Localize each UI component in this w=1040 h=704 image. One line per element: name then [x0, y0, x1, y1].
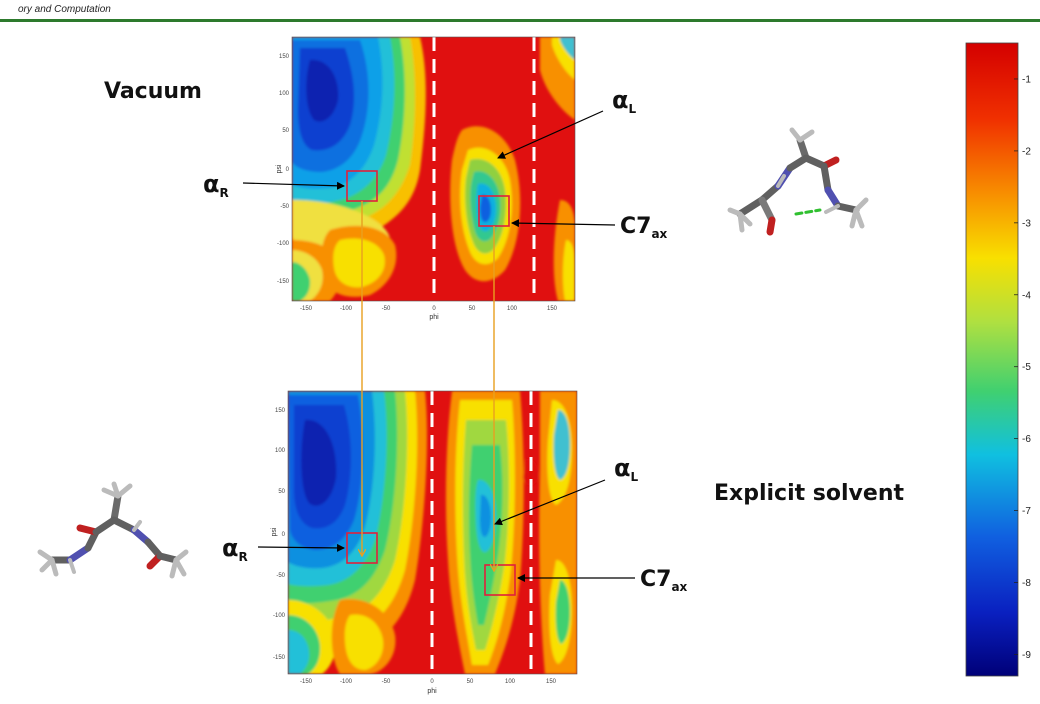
explicit-solvent-label: Explicit solvent — [714, 481, 904, 506]
colorbar-tick-label: -6 — [1022, 434, 1031, 445]
bottom-xtick-0: 0 — [430, 679, 434, 685]
bottom-x-ticks: -150 -100 -50 0 50 100 150 — [300, 679, 557, 685]
bottom-alphaR-label: αR — [222, 534, 248, 564]
bottom-heatmap — [288, 391, 577, 674]
bottom-xtick-neg50: -50 — [382, 679, 391, 685]
molecule-alphaR — [37, 481, 189, 579]
bottom-xlabel: phi — [427, 688, 437, 695]
bottom-ytick-neg100: -100 — [273, 613, 286, 619]
bottom-xtick-neg100: -100 — [340, 679, 353, 685]
bottom-c7ax-label: C7ax — [640, 567, 688, 594]
top-ytick-neg150: -150 — [277, 279, 290, 285]
top-xtick-100: 100 — [507, 306, 518, 312]
header-rule — [0, 19, 1040, 22]
colorbar-tick-label: -3 — [1022, 218, 1031, 229]
colorbar-ticks: -1 -2 -3 -4 -5 -6 -7 -8 -9 — [1014, 74, 1031, 661]
top-xtick-neg100: -100 — [340, 306, 353, 312]
top-x-ticks: -150 -100 -50 0 50 100 150 — [300, 306, 558, 312]
top-ylabel: psi — [276, 164, 283, 173]
top-ytick-neg100: -100 — [277, 241, 290, 247]
bottom-y-ticks: 150 100 50 0 -50 -100 -150 — [273, 408, 286, 661]
bottom-alphaL-arrow — [494, 479, 606, 526]
colorbar-tick-label: -8 — [1022, 578, 1031, 589]
bottom-ytick-neg150: -150 — [273, 655, 286, 661]
bottom-alphaL-label: αL — [614, 454, 639, 484]
top-heatmap — [292, 37, 575, 301]
bottom-ytick-neg50: -50 — [276, 573, 285, 579]
bottom-ylabel: psi — [271, 527, 278, 536]
bottom-xtick-100: 100 — [505, 679, 516, 685]
top-c7ax-label: C7ax — [620, 214, 668, 241]
top-xlabel: phi — [429, 314, 439, 321]
colorbar-gradient — [966, 43, 1018, 676]
bottom-alphaR-arrow — [257, 543, 345, 552]
bottom-xtick-150: 150 — [546, 679, 557, 685]
top-alphaR-arrow — [242, 181, 345, 190]
top-xtick-50: 50 — [469, 306, 476, 312]
top-alphaL-arrow — [497, 110, 604, 159]
colorbar-tick-label: -4 — [1022, 290, 1031, 301]
molecule-c7ax — [727, 127, 869, 236]
top-plot-frame — [291, 36, 576, 302]
bottom-xtick-50: 50 — [467, 679, 474, 685]
top-xtick-150: 150 — [547, 306, 558, 312]
vacuum-label: Vacuum — [104, 79, 202, 104]
bottom-xtick-neg150: -150 — [300, 679, 313, 685]
colorbar-tick-label: -7 — [1022, 506, 1031, 517]
bottom-ytick-50: 50 — [278, 489, 285, 495]
colorbar-tick-label: -2 — [1022, 146, 1031, 157]
bottom-c7ax-box — [484, 564, 516, 596]
top-alphaL-label: αL — [612, 86, 637, 116]
top-ytick-0: 0 — [286, 167, 290, 173]
colorbar: -1 -2 -3 -4 -5 -6 -7 -8 -9 — [965, 42, 1031, 677]
header-bar — [0, 0, 1040, 20]
top-ytick-neg50: -50 — [280, 204, 289, 210]
bottom-ytick-0: 0 — [282, 532, 286, 538]
header-text: ory and Computation — [18, 4, 111, 15]
top-alphaR-label: αR — [203, 170, 229, 200]
top-xtick-neg50: -50 — [382, 306, 391, 312]
bottom-ytick-100: 100 — [275, 448, 286, 454]
top-ytick-50: 50 — [282, 128, 289, 134]
colorbar-tick-label: -9 — [1022, 650, 1031, 661]
top-xtick-neg150: -150 — [300, 306, 313, 312]
top-xtick-0: 0 — [432, 306, 436, 312]
bottom-plot-frame — [287, 390, 578, 675]
colorbar-tick-label: -5 — [1022, 362, 1031, 373]
top-c7ax-arrow — [511, 219, 616, 228]
top-y-ticks: 150 100 50 0 -50 -100 -150 — [277, 54, 290, 285]
top-ytick-100: 100 — [279, 91, 290, 97]
top-ytick-150: 150 — [279, 54, 290, 60]
colorbar-tick-label: -1 — [1022, 74, 1031, 85]
colorbar-frame — [965, 42, 1019, 677]
bottom-ytick-150: 150 — [275, 408, 286, 414]
